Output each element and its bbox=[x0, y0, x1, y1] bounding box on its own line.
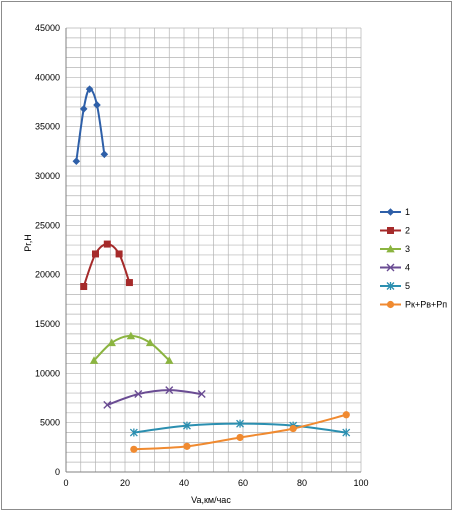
grid bbox=[65, 27, 362, 473]
legend-label: 2 bbox=[405, 226, 410, 236]
data-point bbox=[197, 390, 206, 399]
x-tick-label: 20 bbox=[120, 478, 130, 488]
series-line bbox=[82, 243, 131, 287]
data-point bbox=[125, 279, 133, 287]
y-tick-label: 40000 bbox=[35, 72, 60, 82]
legend-marker bbox=[386, 244, 395, 253]
data-point bbox=[89, 356, 99, 364]
legend-marker bbox=[386, 300, 395, 309]
data-point bbox=[107, 338, 116, 347]
axes bbox=[65, 28, 361, 473]
data-point bbox=[182, 421, 191, 430]
legend-marker bbox=[386, 282, 395, 290]
y-axis-title: Pr,Н bbox=[23, 234, 33, 252]
legend-item: 3 bbox=[380, 244, 410, 254]
legend-label: 1 bbox=[405, 207, 410, 217]
data-point bbox=[130, 445, 138, 453]
data-point bbox=[93, 101, 101, 109]
tick-labels: 0 20 40 60 80 100 0 5000 10000 15000 20000 25000 300… bbox=[35, 23, 369, 488]
legend-item: 4 bbox=[380, 263, 410, 273]
data-point bbox=[79, 105, 88, 113]
y-tick-label: 5000 bbox=[40, 418, 60, 428]
x-tick-label: 80 bbox=[297, 478, 307, 488]
legend-marker bbox=[386, 208, 395, 216]
series-line bbox=[106, 389, 202, 406]
x-tick-label: 100 bbox=[353, 478, 368, 488]
y-tick-label: 20000 bbox=[35, 270, 60, 280]
data-point bbox=[92, 250, 99, 258]
series-4 bbox=[103, 386, 206, 409]
data-point bbox=[129, 428, 138, 437]
data-point bbox=[103, 240, 111, 248]
data-point bbox=[134, 390, 143, 399]
data-point bbox=[72, 157, 81, 165]
y-tick-label: 35000 bbox=[35, 122, 60, 132]
data-point bbox=[236, 419, 245, 428]
data-point bbox=[183, 442, 191, 450]
series-3 bbox=[89, 331, 174, 364]
legend-item: Рк+Рв+Рп bbox=[380, 300, 447, 310]
data-point bbox=[85, 85, 94, 93]
series-1 bbox=[72, 85, 109, 165]
y-tick-label: 10000 bbox=[35, 368, 60, 378]
legend-item: 2 bbox=[380, 226, 410, 236]
legend-marker bbox=[387, 227, 394, 234]
series-6 bbox=[130, 411, 350, 453]
legend-label: 5 bbox=[405, 281, 410, 291]
data-point bbox=[126, 331, 136, 340]
legend-label: Рк+Рв+Рп bbox=[405, 300, 447, 310]
legend-label: 3 bbox=[405, 244, 410, 254]
series-5 bbox=[129, 419, 351, 437]
legend-item: 1 bbox=[380, 207, 410, 217]
y-tick-label: 45000 bbox=[35, 23, 60, 33]
x-axis-title: Va,км/час bbox=[191, 495, 231, 505]
x-tick-label: 0 bbox=[63, 478, 68, 488]
data-point bbox=[115, 250, 123, 258]
data-point bbox=[80, 283, 88, 291]
data-point bbox=[145, 338, 155, 347]
series-line bbox=[93, 334, 170, 362]
series-2 bbox=[80, 240, 133, 291]
data-point bbox=[342, 411, 350, 419]
y-tick-label: 15000 bbox=[35, 319, 60, 329]
y-tick-label: 25000 bbox=[35, 220, 60, 230]
legend: 1 2 3 4 5 Рк+Рв+Рп bbox=[380, 207, 447, 310]
y-tick-label: 30000 bbox=[35, 171, 60, 181]
legend-label: 4 bbox=[405, 263, 410, 273]
data-point bbox=[165, 356, 174, 364]
y-tick-label: 0 bbox=[55, 467, 60, 477]
x-tick-label: 60 bbox=[238, 478, 248, 488]
data-point bbox=[289, 424, 297, 433]
data-point bbox=[165, 386, 174, 395]
legend-item: 5 bbox=[380, 281, 410, 291]
data-point bbox=[236, 433, 244, 442]
x-tick-label: 40 bbox=[179, 478, 189, 488]
legend-marker bbox=[386, 263, 395, 272]
data-point bbox=[342, 428, 351, 437]
series-group bbox=[72, 85, 351, 453]
data-point bbox=[100, 150, 109, 159]
data-point bbox=[103, 400, 112, 409]
